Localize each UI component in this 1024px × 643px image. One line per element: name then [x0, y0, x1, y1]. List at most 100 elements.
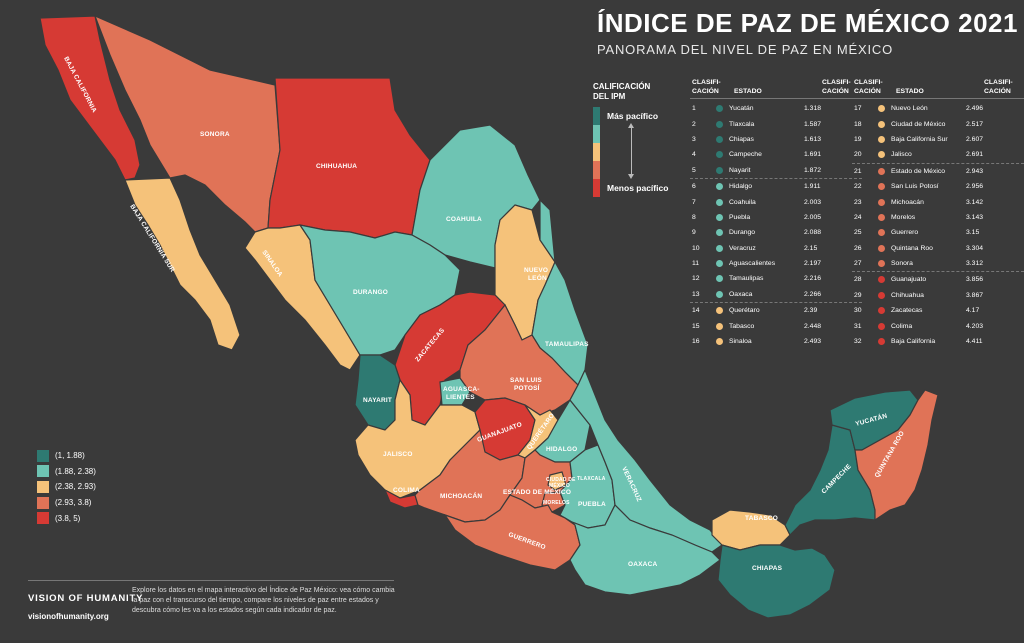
legend-label: (1, 1.88) — [55, 451, 85, 461]
score-value: 2.691 — [966, 151, 984, 159]
state-ciudad-de-mexico[interactable] — [547, 471, 567, 491]
score-value: 2.003 — [804, 198, 822, 206]
score-scale: CALIFICACIÓN DEL IPM Más pacífico Menos … — [593, 82, 683, 197]
score-value: 3.142 — [966, 198, 984, 206]
ranking-row: 24 Morelos 3.143 — [852, 210, 1024, 225]
legend-label: (2.38, 2.93) — [55, 482, 96, 492]
score-value: 4.203 — [966, 322, 984, 330]
state-cell: Morelos — [878, 213, 966, 221]
state-sonora[interactable] — [93, 14, 281, 233]
category-dot — [716, 322, 723, 330]
state-name: Estado de México — [891, 167, 946, 175]
score-value: 3.143 — [966, 213, 984, 221]
legend-item: (1.88, 2.38) — [37, 464, 96, 480]
category-dot — [716, 229, 723, 237]
header-rank-2: CACIÓN — [854, 88, 881, 95]
category-dot — [878, 260, 885, 268]
state-name: Sinaloa — [729, 338, 752, 346]
state-cell: Colima — [878, 322, 966, 330]
rank-number: 13 — [692, 290, 700, 298]
rank-number: 23 — [854, 198, 862, 206]
state-aguascalientes[interactable] — [439, 377, 471, 406]
state-cell: Veracruz — [716, 244, 804, 252]
state-guerrero[interactable] — [443, 494, 581, 571]
rank-number: 22 — [854, 183, 862, 191]
legend-swatch — [37, 512, 49, 525]
ranking-row: 22 San Luis Potosí 2.956 — [852, 179, 1024, 194]
ranking-row: 26 Quintana Roo 3.304 — [852, 241, 1024, 256]
state-name: Nuevo León — [891, 105, 928, 113]
label-ciudad-de-mexico-2: MÉXICO — [549, 481, 570, 489]
ranking-row: 32 Baja California 4.411 — [852, 334, 1024, 349]
legend-item: (2.93, 3.8) — [37, 495, 96, 511]
state-name: Oaxaca — [729, 290, 753, 298]
score-value: 3.867 — [966, 291, 984, 299]
category-dot — [878, 183, 885, 191]
label-colima: COLIMA — [393, 487, 420, 494]
ranking-row: 11 Aguascalientes 2.197 — [690, 256, 862, 271]
state-tabasco[interactable] — [711, 509, 791, 551]
state-name: Sonora — [891, 260, 913, 268]
category-dot — [716, 120, 723, 128]
label-morelos: MORELOS — [543, 500, 570, 506]
map-legend: (1, 1.88) (1.88, 2.38) (2.38, 2.93) (2.93, … — [37, 448, 96, 526]
state-cell: Hidalgo — [716, 183, 804, 191]
state-chiapas[interactable] — [717, 544, 836, 619]
rank-number: 8 — [692, 213, 696, 221]
scale-color-bar — [593, 107, 600, 197]
ranking-row: 12 Tamaulipas 2.216 — [690, 271, 862, 286]
rank-number: 24 — [854, 213, 862, 221]
label-tamaulipas: TAMAULIPAS — [545, 341, 589, 348]
score-value: 3.312 — [966, 260, 984, 268]
state-nayarit[interactable] — [354, 354, 401, 431]
label-aguascalientes-2: LIENTES — [446, 394, 475, 401]
brand-logo: VISION OF HUMANITY — [28, 593, 144, 604]
score-value: 1.911 — [804, 183, 821, 191]
rank-number: 2 — [692, 120, 696, 128]
score-value: 2.005 — [804, 213, 822, 221]
rank-number: 21 — [854, 167, 862, 175]
ranking-row: 27 Sonora 3.312 — [852, 256, 1024, 273]
category-dot — [716, 183, 723, 191]
state-name: Colima — [891, 322, 913, 330]
state-cell: Sinaloa — [716, 338, 804, 346]
rank-number: 18 — [854, 120, 862, 128]
ranking-row: 29 Chihuahua 3.867 — [852, 288, 1024, 303]
scale-less-peaceful: Menos pacífico — [607, 183, 669, 193]
scale-swatch — [593, 179, 600, 197]
score-value: 2.15 — [804, 244, 818, 252]
state-cell: Ciudad de México — [878, 120, 966, 128]
scale-swatch — [593, 125, 600, 143]
legend-item: (3.8, 5) — [37, 510, 96, 526]
state-cell: Baja California — [878, 338, 966, 346]
state-cell: Sonora — [878, 260, 966, 268]
rank-number: 3 — [692, 135, 696, 143]
state-sinaloa[interactable] — [244, 224, 361, 371]
state-cell: Campeche — [716, 151, 804, 159]
state-baja-california-sur[interactable] — [124, 177, 241, 351]
state-baja-california[interactable] — [39, 15, 141, 181]
state-oaxaca[interactable] — [569, 503, 721, 596]
rank-number: 11 — [692, 260, 700, 268]
label-chihuahua: CHIHUAHUA — [316, 163, 357, 170]
state-name: Hidalgo — [729, 183, 753, 191]
label-nuevo-leon-2: LEÓN — [528, 273, 547, 282]
score-value: 4.411 — [966, 338, 983, 346]
category-dot — [716, 151, 723, 159]
ranking-row: 18 Ciudad de México 2.517 — [852, 116, 1024, 131]
rank-number: 1 — [692, 105, 696, 113]
state-name: Querétaro — [729, 307, 760, 315]
legend-label: (1.88, 2.38) — [55, 466, 96, 476]
rank-number: 31 — [854, 322, 862, 330]
state-name: Veracruz — [729, 244, 756, 252]
state-quintana-roo[interactable] — [854, 389, 939, 522]
category-dot — [878, 120, 885, 128]
legend-swatch — [37, 496, 49, 509]
label-tlaxcala: TLAXCALA — [577, 476, 606, 482]
brand-url[interactable]: visionofhumanity.org — [28, 612, 109, 621]
state-cell: Tamaulipas — [716, 275, 804, 283]
state-chihuahua[interactable] — [267, 77, 431, 239]
label-coahuila: COAHUILA — [446, 216, 482, 223]
score-value: 4.17 — [966, 307, 980, 315]
ranking-row: 16 Sinaloa 2.493 — [690, 334, 862, 349]
